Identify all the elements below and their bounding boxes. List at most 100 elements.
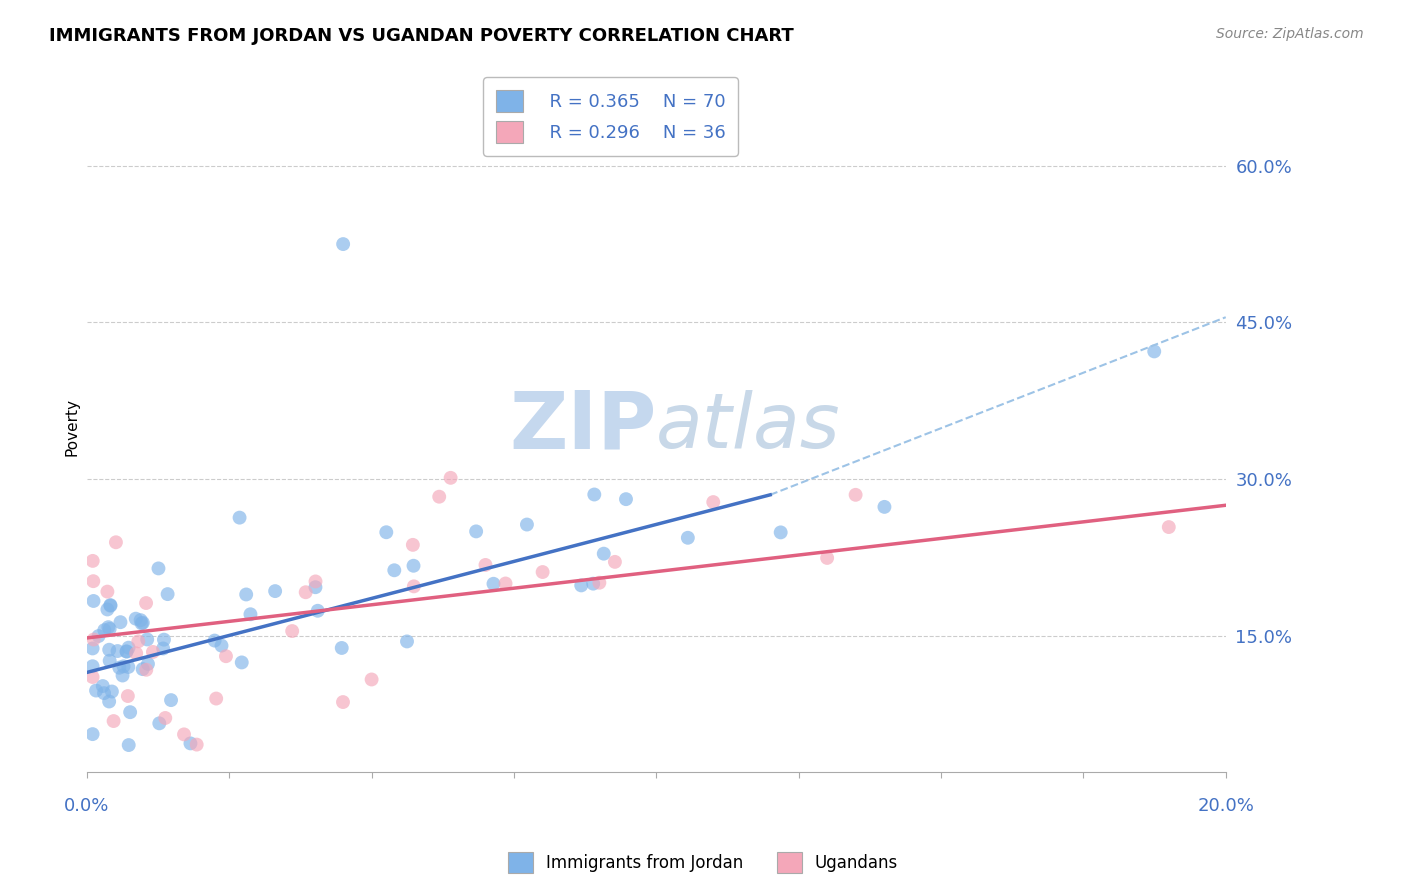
Point (96, 584, 118, 599)
Point (91, 679, 114, 693)
Point (211, 639, 233, 653)
Point (98, 642, 121, 657)
Text: atlas: atlas (657, 390, 841, 464)
Point (495, 576, 517, 591)
Point (307, 604, 329, 618)
Point (815, 550, 838, 565)
Point (204, 633, 226, 648)
Point (402, 558, 425, 573)
Legend:   R = 0.365    N = 70,   R = 0.296    N = 36: R = 0.365 N = 70, R = 0.296 N = 36 (484, 78, 738, 156)
Point (845, 488, 868, 502)
Text: IMMIGRANTS FROM JORDAN VS UGANDAN POVERTY CORRELATION CHART: IMMIGRANTS FROM JORDAN VS UGANDAN POVERT… (49, 27, 794, 45)
Point (231, 656, 253, 670)
Point (120, 705, 142, 719)
Point (131, 662, 153, 676)
Point (83, 632, 105, 647)
Point (142, 645, 165, 659)
Point (132, 615, 155, 630)
Point (84, 683, 107, 698)
Point (582, 576, 605, 591)
Point (104, 535, 127, 549)
Y-axis label: Poverty: Poverty (65, 398, 80, 456)
Point (173, 727, 195, 741)
Point (108, 661, 131, 675)
Point (82, 641, 104, 656)
Point (115, 644, 138, 658)
Point (117, 689, 139, 703)
Point (1143, 344, 1166, 359)
Point (382, 563, 405, 577)
Point (676, 531, 699, 545)
Text: 0.0%: 0.0% (65, 797, 110, 814)
Point (148, 561, 170, 575)
Point (96, 602, 118, 616)
Point (127, 634, 149, 648)
Point (215, 649, 238, 664)
Point (135, 596, 157, 610)
Point (125, 612, 148, 626)
Point (156, 587, 179, 601)
Point (614, 492, 637, 507)
Point (402, 538, 425, 552)
Point (152, 641, 174, 656)
Point (395, 634, 418, 648)
Point (115, 644, 138, 658)
Point (239, 607, 262, 622)
Point (103, 714, 125, 728)
Point (330, 640, 353, 655)
Point (93, 623, 115, 637)
Point (235, 587, 257, 601)
Point (281, 624, 304, 638)
Point (117, 640, 139, 655)
Point (294, 585, 316, 599)
Point (153, 632, 176, 647)
Point (129, 613, 152, 627)
Point (440, 471, 463, 485)
Point (98, 654, 121, 668)
Point (332, 695, 354, 709)
Point (873, 500, 896, 514)
Point (427, 490, 450, 504)
Point (110, 615, 132, 630)
Point (112, 659, 135, 673)
Point (82, 727, 104, 741)
Point (160, 693, 183, 707)
Point (474, 558, 496, 572)
Point (117, 660, 139, 674)
Point (100, 599, 122, 613)
Point (465, 524, 488, 539)
Point (375, 525, 398, 540)
Point (205, 691, 228, 706)
Point (402, 579, 425, 593)
Point (118, 738, 141, 752)
Text: ZIP: ZIP (509, 388, 657, 466)
Point (186, 738, 208, 752)
Point (97, 620, 120, 634)
Point (82, 670, 104, 684)
Point (264, 584, 287, 599)
Legend: Immigrants from Jordan, Ugandans: Immigrants from Jordan, Ugandans (501, 846, 905, 880)
Point (111, 668, 134, 682)
Point (100, 598, 122, 612)
Text: Source: ZipAtlas.com: Source: ZipAtlas.com (1216, 27, 1364, 41)
Point (603, 555, 626, 569)
Point (98, 694, 121, 708)
Point (136, 657, 159, 671)
Point (569, 578, 592, 592)
Text: 20.0%: 20.0% (1198, 797, 1254, 814)
Point (83, 594, 105, 608)
Point (769, 525, 792, 540)
Point (360, 673, 382, 687)
Point (304, 580, 326, 594)
Point (332, 237, 354, 252)
Point (82, 554, 104, 568)
Point (228, 510, 250, 524)
Point (93, 686, 115, 700)
Point (702, 495, 724, 509)
Point (516, 517, 538, 532)
Point (98, 622, 121, 636)
Point (583, 487, 606, 501)
Point (131, 616, 153, 631)
Point (87, 629, 110, 643)
Point (304, 574, 326, 589)
